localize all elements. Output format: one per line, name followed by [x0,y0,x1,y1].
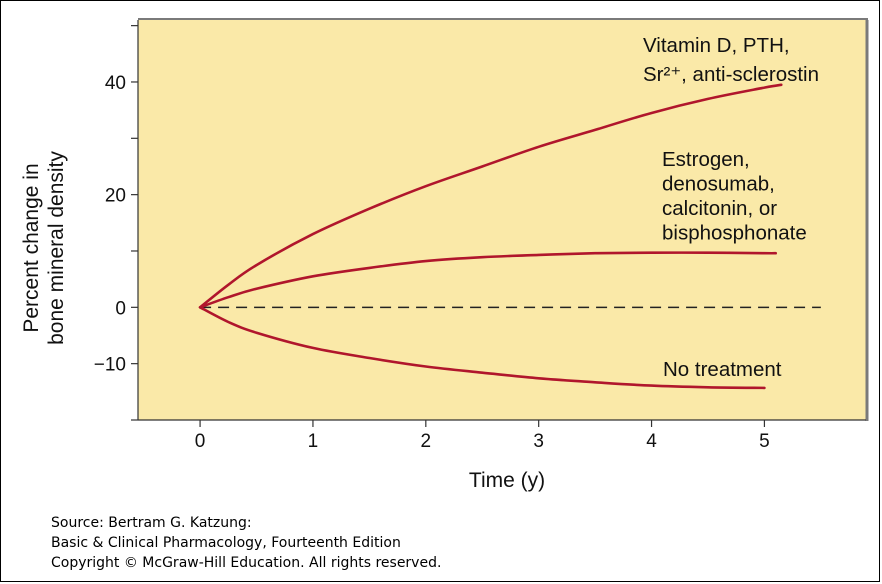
y-axis-label-line-0: Percent change in [20,163,43,332]
series-label-0-line-0: Vitamin D, PTH, [643,34,790,57]
y-tick-label: 0 [115,298,126,319]
series-label-1-line-3: bisphosphonate [662,222,807,245]
series-label-1-line-1: denosumab, [662,173,775,196]
y-tick-label: 20 [105,186,126,207]
x-tick-label-0: 0 [195,431,206,452]
series-label-1-line-0: Estrogen, [662,148,750,171]
x-tick-label-3: 3 [533,431,544,452]
y-axis-label-line-1: bone mineral density [45,151,68,345]
plot-background [138,20,866,420]
series-estrogen-line [198,251,777,309]
source-line-1: Source: Bertram G. Katzung: [51,515,252,531]
series-no-treatment-line [198,306,766,390]
x-tick-label-1: 1 [308,431,319,452]
y-tick-label: 40 [105,73,126,94]
x-tick-label-4: 4 [646,431,657,452]
source-line-3: Copyright © McGraw-Hill Education. All r… [51,555,442,571]
x-tick-label-5: 5 [759,431,770,452]
x-axis-label: Time (y) [469,469,545,492]
series-label-1-line-2: calcitonin, or [662,197,777,220]
chart: 0 1 2 3 4 5 40 20 0 −10 Vitamin D, PTH, Sr²⁺, anti… [20,18,869,492]
y-tick-label: −10 [94,355,126,376]
x-tick-label-2: 2 [421,431,432,452]
series-vitamin-d-line [198,83,783,309]
source-line-2: Basic & Clinical Pharmacology, Fourteent… [51,535,401,551]
series-label-2-line-0: No treatment [663,358,782,381]
series-label-0-line-1: Sr²⁺, anti-sclerostin [643,63,819,86]
